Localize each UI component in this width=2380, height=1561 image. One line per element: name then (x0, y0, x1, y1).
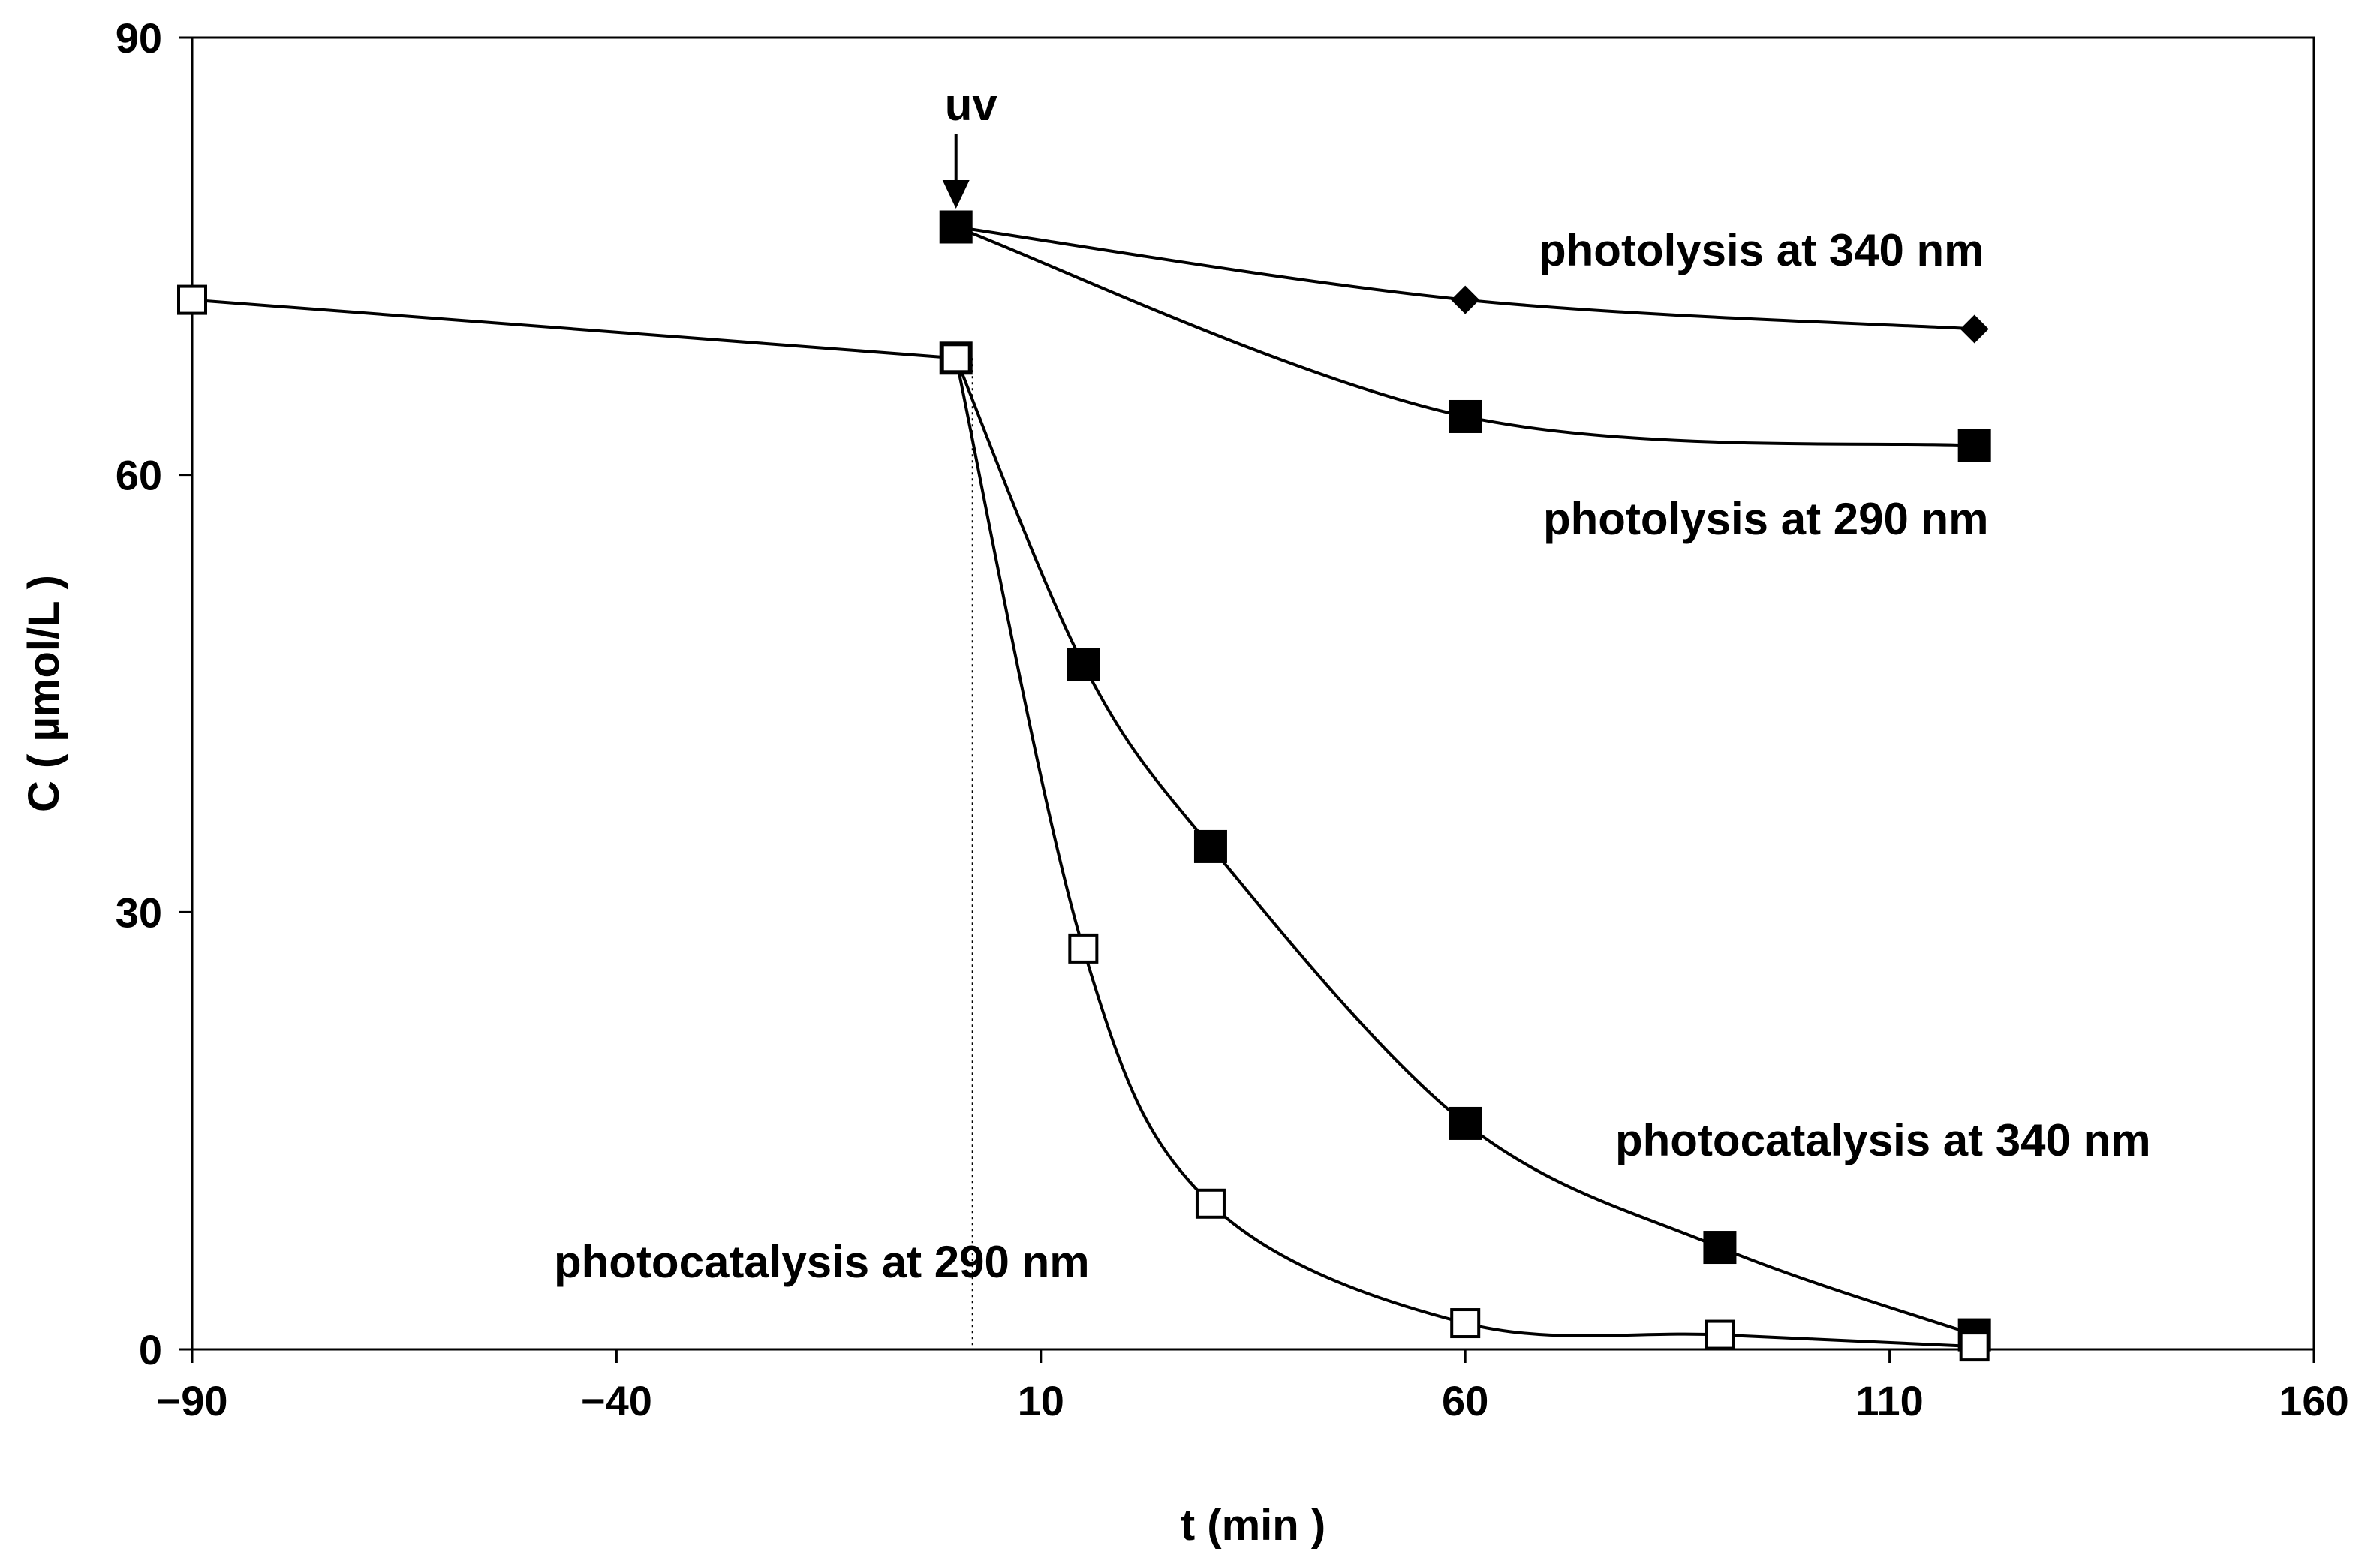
y-tick-label: 60 (116, 452, 162, 499)
photolysis-340-point (1451, 285, 1480, 314)
photocatalysis-290-point (1450, 1308, 1481, 1339)
photocatalysis-340-point (1067, 648, 1100, 681)
photolysis-290-label: photolysis at 290 nm (1543, 494, 1989, 544)
photolysis-340-point (1960, 314, 1989, 344)
photocatalysis-290-point (1705, 1319, 1735, 1350)
x-tick-label: 60 (1442, 1377, 1488, 1424)
y-tick-label: 90 (116, 14, 162, 62)
uv-label: uv (945, 80, 998, 130)
photolysis-290-point (939, 210, 973, 244)
photocatalysis-290-label: photocatalysis at 290 nm (554, 1237, 1090, 1287)
x-tick-label: 10 (1018, 1377, 1064, 1424)
photocatalysis-290-point (177, 284, 207, 315)
uv-arrow-head (942, 180, 970, 209)
y-tick-label: 0 (139, 1326, 162, 1373)
photocatalysis-290-point (1068, 933, 1099, 964)
x-tick-label: −90 (157, 1377, 228, 1424)
photocatalysis-340-point (1703, 1231, 1737, 1265)
photocatalysis-340-point (1193, 829, 1227, 863)
photolysis-340-label: photolysis at 340 nm (1539, 225, 1984, 275)
y-axis-label: C ( µmol/L ) (20, 575, 68, 812)
photocatalysis-340-point (1449, 1106, 1482, 1140)
y-tick-label: 30 (116, 889, 162, 936)
photocatalysis-290-point (1195, 1188, 1226, 1219)
photocatalysis-340-label: photocatalysis at 340 nm (1615, 1115, 2151, 1165)
x-axis-label: t (min ) (1181, 1501, 1325, 1550)
photocatalysis-340-line (954, 357, 1975, 1337)
photocatalysis-290-point (1959, 1331, 1990, 1362)
plot-area-frame (191, 36, 2315, 1351)
photolysis-290-point (1957, 429, 1991, 462)
x-tick-label: −40 (581, 1377, 652, 1424)
x-tick-label: 160 (2279, 1377, 2348, 1424)
photolysis-290-point (1449, 399, 1482, 433)
photocatalysis-290-point (940, 343, 971, 374)
x-tick-label: 110 (1855, 1377, 1923, 1424)
photocatalysis-290-line-pre (191, 298, 956, 360)
